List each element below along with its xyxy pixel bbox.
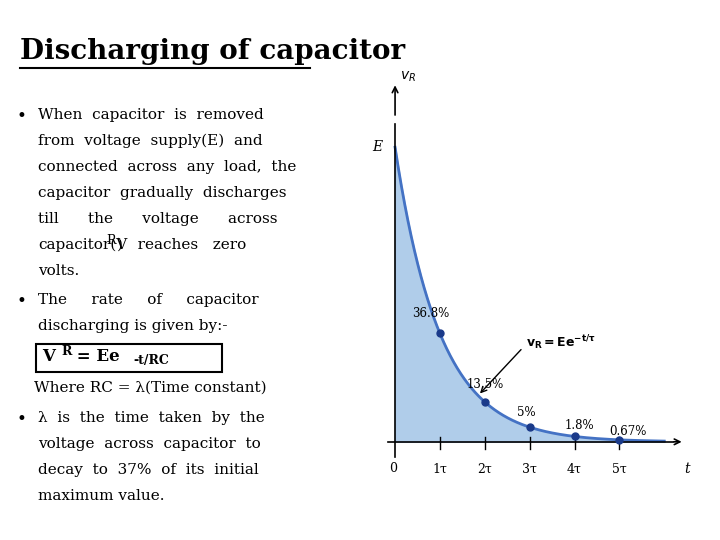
Text: $\mathbf{v_R = Ee^{-t/\tau}}$: $\mathbf{v_R = Ee^{-t/\tau}}$ (526, 334, 596, 353)
Text: •: • (16, 108, 26, 125)
Text: 5τ: 5τ (612, 462, 627, 475)
Text: discharging is given by:-: discharging is given by:- (38, 319, 228, 333)
Text: maximum value.: maximum value. (38, 489, 165, 503)
Bar (36, 345, 222, 372)
Text: The     rate     of     capacitor: The rate of capacitor (38, 293, 259, 307)
Text: -t/RC: -t/RC (133, 354, 169, 367)
Text: )   reaches   zero: ) reaches zero (117, 238, 246, 252)
Text: Discharging of capacitor: Discharging of capacitor (20, 38, 405, 65)
Text: volts.: volts. (38, 264, 79, 278)
Text: $v_R$: $v_R$ (400, 69, 416, 84)
Text: When  capacitor  is  removed: When capacitor is removed (38, 108, 264, 122)
Text: = Ee: = Ee (71, 348, 120, 364)
Text: voltage  across  capacitor  to: voltage across capacitor to (38, 437, 261, 451)
Text: R: R (106, 234, 115, 247)
Text: capacitor  gradually  discharges: capacitor gradually discharges (38, 186, 287, 200)
Text: decay  to  37%  of  its  initial: decay to 37% of its initial (38, 463, 259, 477)
Text: capacitor(V: capacitor(V (38, 238, 127, 252)
Text: 13.5%: 13.5% (467, 378, 504, 391)
Text: •: • (16, 293, 26, 310)
Text: 2τ: 2τ (477, 462, 492, 475)
Text: 0.67%: 0.67% (610, 424, 647, 437)
Text: •: • (16, 411, 26, 428)
Text: Where RC = λ(Time constant): Where RC = λ(Time constant) (35, 380, 267, 394)
Text: till      the      voltage      across: till the voltage across (38, 212, 278, 226)
Text: V: V (42, 348, 55, 364)
Text: connected  across  any  load,  the: connected across any load, the (38, 160, 297, 174)
Text: 5%: 5% (517, 406, 536, 419)
Text: E: E (372, 140, 382, 154)
Text: R: R (62, 345, 72, 357)
Text: 3τ: 3τ (522, 462, 537, 475)
Text: 36.8%: 36.8% (412, 307, 449, 320)
Text: λ  is  the  time  taken  by  the: λ is the time taken by the (38, 411, 265, 426)
Text: t: t (684, 462, 690, 476)
Text: 1τ: 1τ (433, 462, 447, 475)
Text: 0: 0 (389, 462, 397, 475)
Text: 1.8%: 1.8% (564, 419, 594, 432)
Text: 4τ: 4τ (567, 462, 582, 475)
Text: from  voltage  supply(E)  and: from voltage supply(E) and (38, 134, 263, 148)
